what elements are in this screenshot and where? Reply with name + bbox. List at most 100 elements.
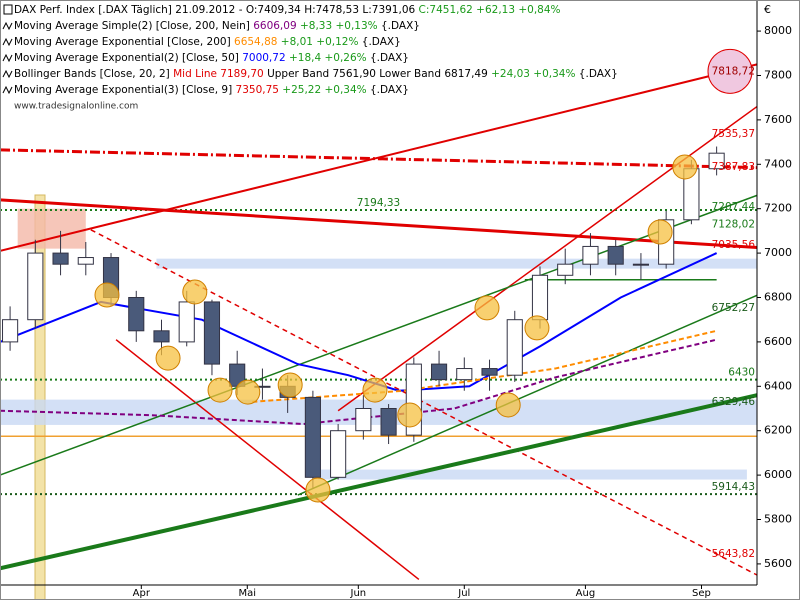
y-tick-label: 7200	[764, 202, 792, 215]
candle-body	[380, 408, 397, 436]
trendline	[0, 194, 758, 476]
candle-body	[178, 301, 195, 343]
candle-body	[632, 263, 649, 266]
marker-circle	[155, 345, 181, 371]
marker-circle	[474, 295, 500, 321]
candle-body	[506, 319, 523, 376]
level-label: 7387,83	[712, 161, 755, 173]
marker-circle	[647, 219, 673, 245]
y-tick-label: 6800	[764, 290, 792, 303]
currency-label: €	[764, 3, 771, 16]
candle-body	[128, 296, 145, 332]
legend-suffix: {.DAX}	[381, 20, 420, 32]
legend-change: +8,01 +0,12%	[277, 36, 361, 48]
candle-body	[153, 330, 170, 343]
legend-name: Bollinger Bands [Close, 20, 2]	[14, 68, 173, 80]
candle-body	[607, 245, 624, 265]
candle-body	[203, 301, 221, 365]
legend-value: 6654,88	[234, 36, 277, 48]
y-tick-label: 5800	[764, 513, 792, 526]
candle-body	[27, 252, 44, 321]
legend-suffix: {.DAX}	[579, 68, 618, 80]
y-tick-label: 7800	[764, 68, 792, 81]
marker-circle	[207, 377, 233, 403]
legend-entry: Bollinger Bands [Close, 20, 2] Mid Line …	[14, 68, 618, 80]
legend-icon	[2, 53, 13, 63]
legend-entry: Moving Average Exponential(3) [Close, 9]…	[14, 84, 409, 96]
moving-average	[0, 338, 717, 426]
y-tick-label: 5600	[764, 557, 792, 570]
legend-value: 6606,09	[253, 20, 296, 32]
candle-body	[481, 368, 498, 376]
legend-icon	[2, 85, 13, 95]
legend-value: 7350,75	[236, 84, 279, 96]
candle-body	[52, 252, 69, 265]
level-label: 6430	[728, 367, 755, 379]
legend-suffix: {.DAX}	[362, 36, 401, 48]
trendline	[115, 339, 420, 581]
candle-body	[77, 257, 94, 265]
legend-suffix: {.DAX}	[370, 84, 409, 96]
trendline	[297, 294, 758, 496]
y-tick-label: 6600	[764, 335, 792, 348]
price-zone	[317, 469, 747, 480]
trendline	[0, 198, 758, 250]
price-zone	[17, 208, 86, 249]
legend-icon	[2, 69, 13, 79]
price-zone	[156, 258, 758, 269]
candle-body	[456, 368, 473, 381]
legend-change: +8,33 +0,13%	[297, 20, 381, 32]
legend-name: Moving Average Exponential(3) [Close, 9]	[14, 84, 236, 96]
candle-body	[355, 408, 372, 432]
level-label: 5643,82	[712, 548, 755, 560]
marker-circle	[94, 282, 120, 308]
legend-name: Moving Average Exponential [Close, 200]	[14, 36, 234, 48]
trendline	[0, 393, 758, 571]
level-label: 6329,46	[712, 396, 756, 408]
x-tick-label: Mai	[239, 588, 257, 599]
legend-change: +18,4 +0,26%	[286, 52, 370, 64]
watermark: www.tradesignalonline.com	[14, 102, 138, 112]
marker-circle	[672, 154, 698, 180]
header: DAX Perf. Index [.DAX Täglich] 21.09.201…	[14, 4, 561, 16]
candle-body	[531, 274, 549, 321]
level-label: 7535,37	[712, 128, 755, 140]
marker-circle	[277, 372, 303, 398]
legend-suffix: {.DAX}	[370, 52, 409, 64]
candle-body	[557, 263, 574, 276]
legend-icon	[2, 21, 13, 31]
header-change: C:7451,62 +62,13 +0,84%	[419, 4, 561, 16]
y-tick-label: 6400	[764, 379, 792, 392]
y-tick-label: 7000	[764, 246, 792, 259]
legend-name: Moving Average Simple(2) [Close, 200, Ne…	[14, 20, 253, 32]
level-label: 7194,33	[357, 197, 400, 209]
legend-value: Mid Line 7189,70	[173, 68, 264, 80]
candle-body	[708, 152, 725, 170]
target-circle	[707, 48, 753, 94]
x-tick-label: Apr	[133, 588, 151, 599]
candle-body	[330, 430, 347, 478]
symbol-icon	[3, 4, 13, 15]
level-label: 7035,56	[712, 239, 756, 251]
candle-body	[582, 245, 599, 265]
level-label: 6752,27	[712, 302, 755, 314]
highlight-band	[34, 194, 46, 600]
legend-value: 7000,72	[242, 52, 285, 64]
y-tick-label: 8000	[764, 24, 792, 37]
marker-circle	[524, 315, 550, 341]
legend-icon	[2, 37, 13, 47]
marker-circle	[182, 279, 208, 305]
legend-entry: Moving Average Simple(2) [Close, 200, Ne…	[14, 20, 420, 32]
header-text: DAX Perf. Index [.DAX Täglich] 21.09.201…	[14, 4, 419, 16]
legend-entry: Moving Average Exponential(2) [Close, 50…	[14, 52, 409, 64]
moving-average	[252, 329, 717, 403]
x-tick-label: Aug	[576, 588, 596, 599]
level-label: 7128,02	[712, 219, 755, 231]
marker-circle	[362, 377, 388, 403]
x-tick-label: Jul	[457, 588, 470, 599]
y-tick-label: 6200	[764, 424, 792, 437]
price-zone	[0, 399, 757, 425]
candle-body	[430, 363, 448, 381]
legend-entry: Moving Average Exponential [Close, 200] …	[14, 36, 401, 48]
